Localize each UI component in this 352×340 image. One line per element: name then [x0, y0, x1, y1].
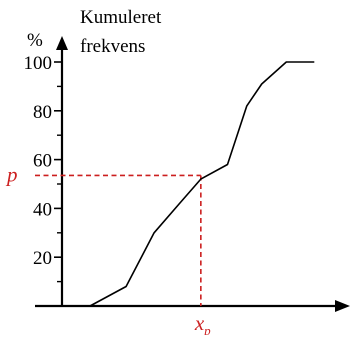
y-axis-arrowhead	[56, 36, 68, 50]
x-axis-arrowhead	[335, 300, 350, 312]
y-tick-label: 60	[33, 151, 52, 172]
y-axis-unit: %	[27, 30, 43, 51]
xp-label-subscript: p	[203, 323, 211, 335]
y-axis-ticks: 20 40 60 80 100	[24, 53, 62, 283]
xp-label-base: x	[194, 311, 205, 335]
y-tick-label: 20	[33, 248, 52, 269]
y-tick-label: 80	[33, 102, 52, 123]
cumulative-frequency-line	[62, 61, 315, 307]
xp-label: xp	[194, 311, 211, 335]
p-label: p	[5, 162, 18, 186]
y-axis-title-line-1: Kumuleret	[80, 7, 162, 28]
y-axis-title-line-2: frekvens	[80, 36, 145, 57]
y-tick-label: 40	[33, 199, 52, 220]
y-tick-label: 100	[24, 53, 53, 74]
